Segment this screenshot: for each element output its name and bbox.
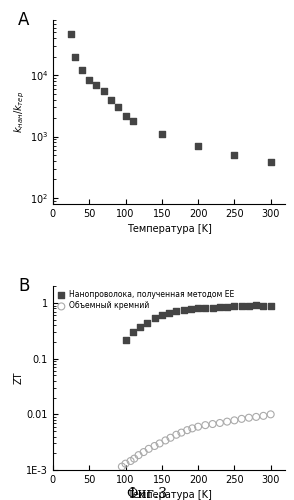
Нанопроволока, полученная методом ЕЕ [174,307,179,315]
Нанопроволока, полученная методом ЕЕ [261,302,266,310]
Объемный кремний [120,462,124,470]
Объемный кремний [225,418,229,426]
Нанопроволока, полученная методом ЕЕ [203,304,208,312]
Нанопроволока, полученная методом ЕЕ [254,302,258,310]
Point [69,30,74,38]
Нанопроволока, полученная методом ЕЕ [145,320,150,328]
Point [196,142,201,150]
Нанопроволока, полученная методом ЕЕ [218,304,222,312]
Нанопроволока, полученная методом ЕЕ [225,302,229,310]
Point [116,104,121,112]
Y-axis label: $k_{\mathit{нан}}/k_{\mathit{тер}}$: $k_{\mathit{нан}}/k_{\mathit{тер}}$ [12,91,27,133]
Нанопроволока, полученная методом ЕЕ [152,314,157,322]
Объемный кремний [163,436,168,444]
Point [72,53,77,61]
Объемный кремний [239,415,244,423]
Point [101,87,106,95]
Point [123,112,128,120]
Объемный кремний [268,410,273,418]
Объемный кремний [218,419,222,427]
Нанопроволока, полученная методом ЕЕ [131,328,135,336]
Point [80,66,84,74]
Объемный кремний [232,416,237,424]
Объемный кремний [132,454,136,462]
Text: Фиг.3: Фиг.3 [126,486,168,500]
X-axis label: Температура [K]: Температура [K] [127,490,211,500]
Объемный кремний [196,422,201,430]
Объемный кремний [247,414,251,422]
Нанопроволока, полученная методом ЕЕ [210,304,215,312]
Объемный кремний [203,421,208,429]
Нанопроволока, полученная методом ЕЕ [159,310,164,318]
Нанопроволока, полученная методом ЕЕ [268,302,273,310]
Объемный кремний [261,412,266,420]
Point [87,76,91,84]
Legend: Нанопроволока, полученная методом ЕЕ, Объемный кремний: Нанопроволока, полученная методом ЕЕ, Об… [55,288,236,312]
Y-axis label: ZT: ZT [14,372,24,384]
Point [94,81,99,89]
Объемный кремний [179,428,184,436]
Point [109,96,113,104]
Нанопроволока, полученная методом ЕЕ [239,302,244,310]
Нанопроволока, полученная методом ЕЕ [188,306,193,314]
X-axis label: Температура [K]: Температура [K] [127,224,211,234]
Нанопроволока, полученная методом ЕЕ [196,304,201,312]
Point [131,117,135,125]
Объемный кремний [128,457,133,465]
Point [232,151,237,159]
Объемный кремний [168,434,173,442]
Нанопроволока, полученная методом ЕЕ [138,323,142,331]
Объемный кремний [123,460,128,468]
Point [159,130,164,138]
Нанопроволока, полученная методом ЕЕ [123,336,128,344]
Нанопроволока, полученная методом ЕЕ [232,302,237,310]
Объемный кремний [136,451,141,459]
Объемный кремний [174,431,179,439]
Объемный кремний [190,424,195,432]
Объемный кремний [152,442,157,450]
Объемный кремний [254,413,258,421]
Объемный кремний [157,440,162,448]
Объемный кремний [141,448,146,456]
Text: A: A [18,11,29,29]
Объемный кремний [146,445,151,453]
Нанопроволока, полученная методом ЕЕ [181,306,186,314]
Объемный кремний [185,426,190,434]
Нанопроволока, полученная методом ЕЕ [247,302,251,310]
Point [268,158,273,166]
Text: B: B [18,277,29,295]
Нанопроволока, полученная методом ЕЕ [167,309,171,317]
Объемный кремний [210,420,215,428]
